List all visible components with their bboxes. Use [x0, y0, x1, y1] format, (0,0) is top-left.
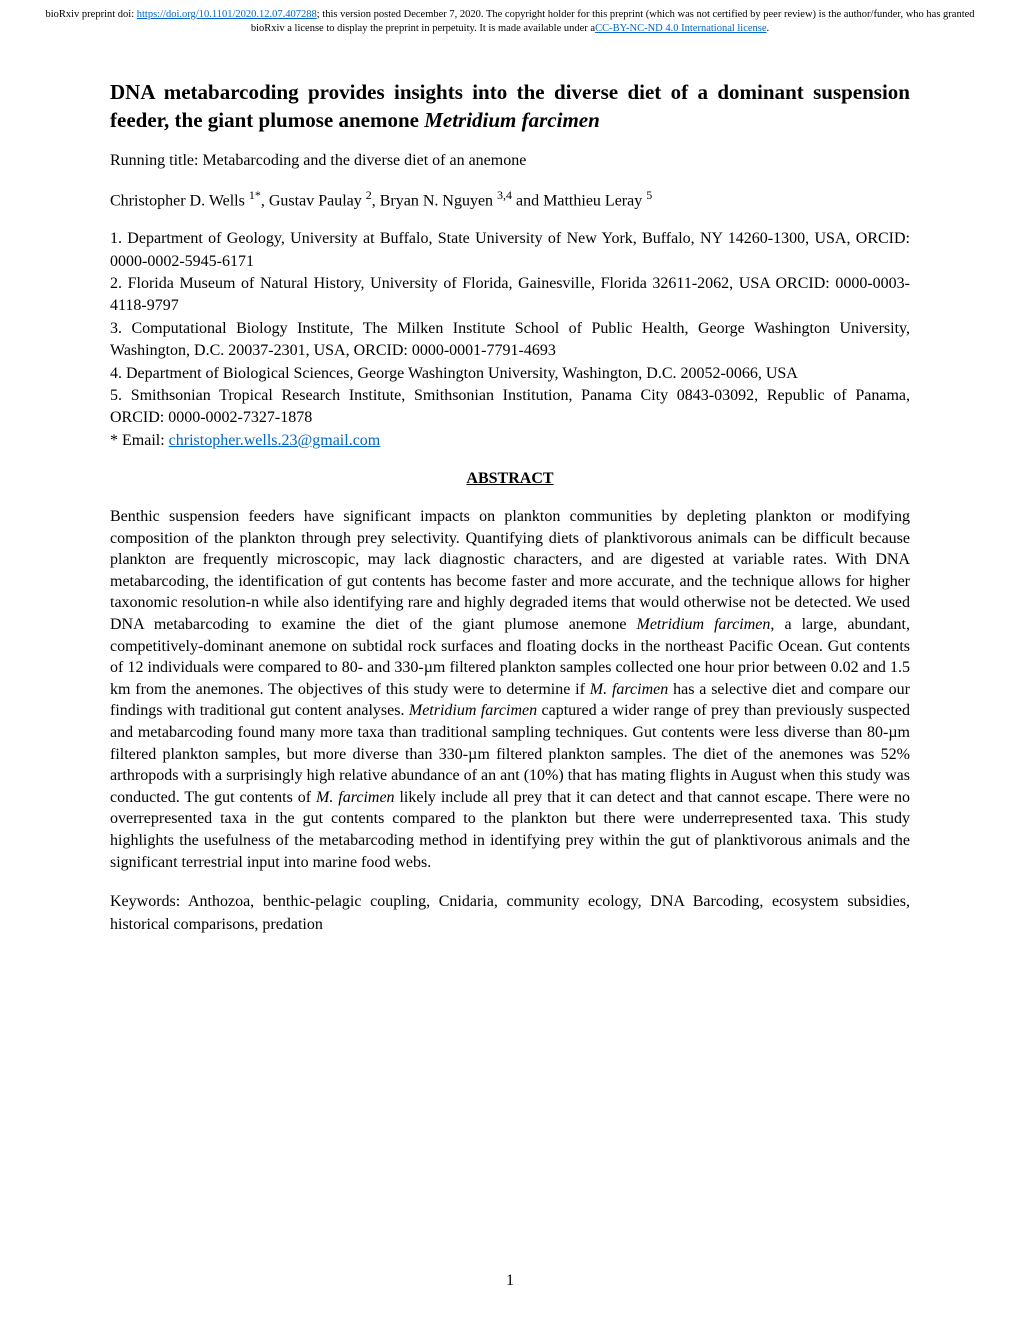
- paper-title: DNA metabarcoding provides insights into…: [110, 79, 910, 134]
- doi-link[interactable]: https://doi.org/10.1101/2020.12.07.40728…: [137, 9, 317, 20]
- license-link[interactable]: CC-BY-NC-ND 4.0 International license: [595, 23, 766, 34]
- keywords: Keywords: Anthozoa, benthic-pelagic coup…: [110, 891, 910, 936]
- affiliations-block: 1. Department of Geology, University at …: [110, 228, 910, 452]
- affiliation-3: 3. Computational Biology Institute, The …: [110, 318, 910, 363]
- affiliation-4: 4. Department of Biological Sciences, Ge…: [110, 363, 910, 385]
- corresponding-email: * Email: christopher.wells.23@gmail.com: [110, 430, 910, 452]
- affiliation-2: 2. Florida Museum of Natural History, Un…: [110, 273, 910, 318]
- banner-end: .: [767, 23, 770, 34]
- abstract-body: Benthic suspension feeders have signific…: [110, 506, 910, 873]
- running-title: Running title: Metabarcoding and the div…: [110, 152, 910, 170]
- abstract-heading: ABSTRACT: [110, 470, 910, 488]
- page-number: 1: [0, 1272, 1020, 1290]
- preprint-banner: bioRxiv preprint doi: https://doi.org/10…: [0, 0, 1020, 39]
- email-label: * Email:: [110, 432, 169, 449]
- email-link[interactable]: christopher.wells.23@gmail.com: [169, 432, 381, 449]
- affiliation-5: 5. Smithsonian Tropical Research Institu…: [110, 385, 910, 430]
- affiliation-1: 1. Department of Geology, University at …: [110, 228, 910, 273]
- page-content: DNA metabarcoding provides insights into…: [0, 39, 1020, 936]
- title-species: Metridium farcimen: [424, 108, 600, 132]
- author-list: Christopher D. Wells 1*, Gustav Paulay 2…: [110, 188, 910, 210]
- banner-pre: bioRxiv preprint doi:: [45, 9, 136, 20]
